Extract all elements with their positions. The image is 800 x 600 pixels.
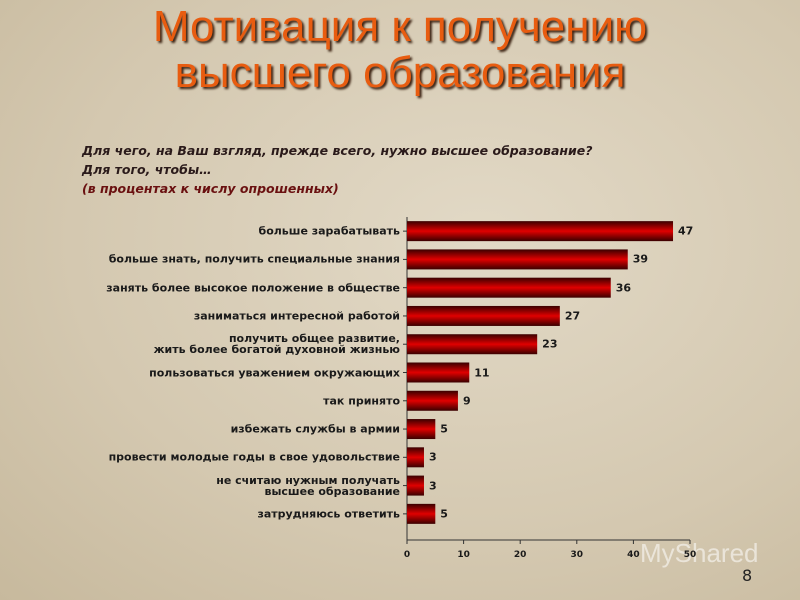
- bar: [407, 503, 436, 524]
- data-label: 47: [678, 224, 694, 238]
- y-tick-label: провести молодые годы в свое удовольстви…: [108, 450, 400, 464]
- data-label: 27: [564, 309, 581, 323]
- data-label: 39: [632, 252, 649, 266]
- bar: [407, 249, 628, 270]
- data-label: 11: [474, 366, 490, 379]
- y-tick-label: больше зарабатывать: [258, 224, 400, 238]
- bar: [407, 419, 436, 440]
- data-label: 9: [462, 394, 471, 408]
- bar: [407, 277, 611, 298]
- data-label: 36: [615, 281, 632, 295]
- page-number: 8: [742, 566, 753, 585]
- y-tick-label: получить общее развитие, жить более бога…: [153, 332, 400, 357]
- data-label: 5: [440, 422, 448, 436]
- bar: [407, 390, 458, 411]
- subtitle: Для чего, на Ваш взгляд, прежде всего, н…: [82, 143, 593, 158]
- y-tick-label: пользоваться уважением окружающих: [149, 366, 400, 379]
- x-tick-label: 30: [570, 550, 584, 560]
- y-tick-label: не считаю нужным получать высшее образов…: [216, 473, 400, 498]
- bar: [407, 334, 538, 355]
- bar: [407, 362, 470, 383]
- watermark: MyShared: [640, 538, 759, 568]
- data-label: 3: [428, 479, 437, 493]
- bar: [407, 305, 560, 326]
- chart-title: Мотивация к получению высшего образовани…: [152, 2, 648, 97]
- y-tick-label: так принято: [323, 394, 400, 408]
- data-label: 3: [428, 450, 437, 464]
- bar: [407, 475, 424, 496]
- x-tick-label: 20: [513, 550, 527, 560]
- y-tick-label: заниматься интересной работой: [193, 309, 400, 323]
- x-tick-label: 0: [403, 550, 411, 560]
- subtitle: (в процентах к числу опрошенных): [82, 181, 339, 196]
- y-tick-label: занять более высокое положение в обществ…: [106, 281, 400, 295]
- data-label: 5: [440, 507, 448, 521]
- bar: [407, 221, 674, 242]
- x-tick-label: 10: [457, 550, 470, 560]
- bar: [407, 447, 424, 468]
- y-tick-label: больше знать, получить специальные знани…: [108, 252, 400, 266]
- data-label: 23: [542, 337, 558, 351]
- subtitle: Для того, чтобы…: [82, 162, 212, 177]
- y-tick-label: избежать службы в армии: [230, 422, 400, 436]
- y-tick-label: затрудняюсь ответить: [257, 507, 400, 521]
- x-tick-label: 40: [627, 550, 640, 560]
- x-tick-label: 50: [683, 550, 697, 560]
